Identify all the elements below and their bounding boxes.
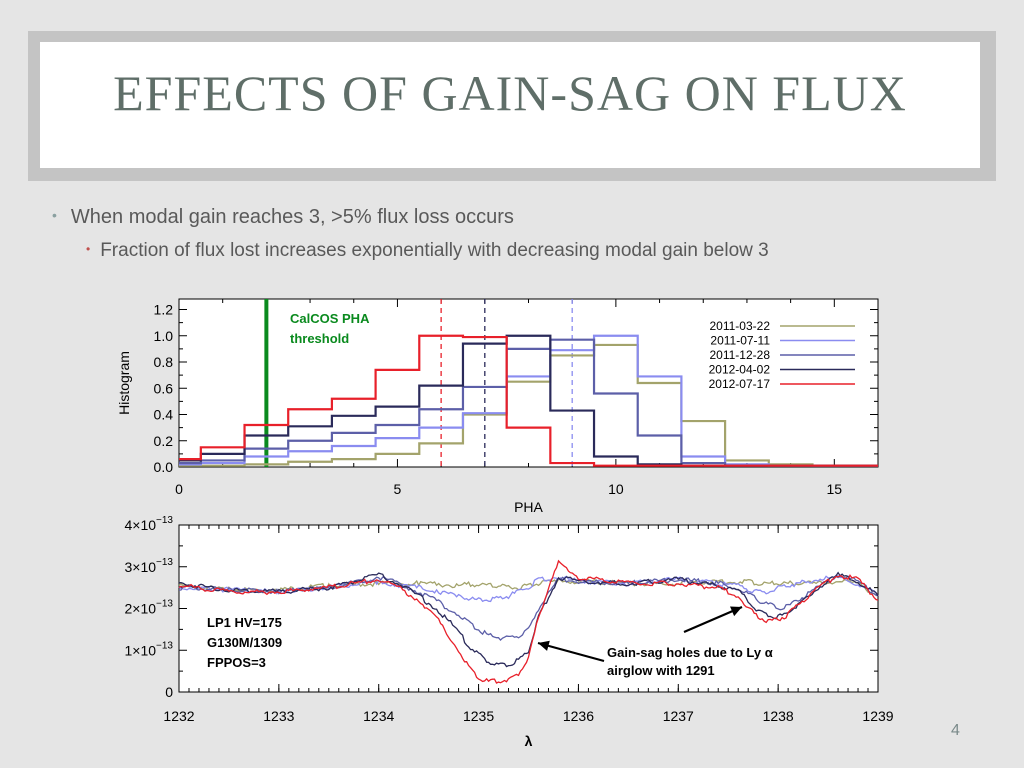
flux-y-tick-exponent: −13 (156, 515, 173, 526)
histogram-y-axis-label: Histogram (116, 351, 132, 415)
histogram-y-tick-label: 0.8 (154, 354, 174, 370)
histogram-y-tick-label: 0.2 (154, 433, 174, 449)
legend-label-2012-07-17: 2012-07-17 (709, 377, 771, 391)
observation-info-line: FPPOS=3 (207, 655, 266, 670)
annotation-arrow-right-head (730, 606, 742, 617)
flux-x-tick-label: 1235 (463, 708, 494, 724)
gain-sag-annotation-line: airglow with 1291 (607, 663, 715, 678)
histogram-x-tick-label: 15 (827, 481, 843, 497)
flux-y-tick-label: 0 (165, 684, 173, 700)
flux-y-tick-label: 3×10−13 (124, 557, 173, 575)
histogram-x-tick-label: 0 (175, 481, 183, 497)
histogram-y-tick-label: 1.2 (154, 302, 174, 318)
flux-y-tick-exponent: −13 (156, 599, 173, 610)
threshold-annotation-line1: CalCOS PHA (290, 311, 370, 326)
bullet-dot-icon: • (86, 242, 91, 256)
histogram-y-tick-label: 0.4 (154, 407, 174, 423)
histogram-plot-frame (178, 298, 879, 468)
bullet-dot-icon: • (52, 207, 57, 223)
flux-y-tick-label: 4×10−13 (124, 515, 173, 533)
flux-x-tick-label: 1239 (862, 708, 893, 724)
flux-x-tick-label: 1237 (663, 708, 694, 724)
histogram-x-tick-label: 5 (394, 481, 402, 497)
flux-x-tick-label: 1233 (263, 708, 294, 724)
flux-x-tick-label: 1232 (163, 708, 194, 724)
flux-plot-frame (178, 524, 879, 693)
bullet-2-text: Fraction of flux lost increases exponent… (100, 240, 769, 261)
slide-title: EFFECTS OF GAIN-SAG ON FLUX (113, 65, 907, 121)
flux-x-tick-label: 1236 (563, 708, 594, 724)
histogram-series-2012-07-17 (179, 334, 878, 467)
gain-sag-annotation-line: Gain-sag holes due to Ly α (607, 645, 773, 660)
observation-info-line: G130M/1309 (207, 635, 282, 650)
title-box (40, 42, 980, 168)
flux-y-tick-label: 2×10−13 (124, 599, 173, 617)
annotation-arrow-left-head (538, 640, 550, 651)
histogram-y-tick-label: 0.0 (154, 459, 174, 475)
bullet-level-2: • Fraction of flux lost increases exponen… (86, 240, 769, 262)
legend-label-2012-04-02: 2012-04-02 (709, 363, 771, 377)
flux-y-tick-exponent: −13 (156, 640, 173, 651)
bullet-1-text: When modal gain reaches 3, >5% flux loss… (70, 206, 514, 228)
observation-info-line: LP1 HV=175 (207, 615, 282, 630)
flux-x-tick-label: 1238 (763, 708, 794, 724)
flux-y-tick-exponent: −13 (156, 557, 173, 568)
flux-x-tick-label: 1234 (363, 708, 394, 724)
histogram-series-2011-03-22 (179, 343, 878, 467)
legend-label-2011-03-22: 2011-03-22 (710, 319, 771, 333)
histogram-x-axis-label: PHA (514, 499, 543, 515)
flux-y-tick-label: 1×10−13 (124, 640, 173, 658)
flux-x-axis-label: λ (525, 733, 533, 749)
histogram-x-tick-label: 10 (608, 481, 624, 497)
flux-series-2012-07-17 (178, 559, 879, 684)
flux-series-2012-04-02 (178, 571, 879, 668)
histogram-y-tick-label: 0.6 (154, 380, 174, 396)
histogram-y-tick-label: 1.0 (154, 328, 174, 344)
bullet-level-1: • When modal gain reaches 3, >5% flux los… (52, 206, 514, 229)
threshold-annotation-line2: threshold (290, 331, 349, 346)
page-number: 4 (951, 722, 960, 739)
legend-label-2011-12-28: 2011-12-28 (710, 348, 771, 362)
annotation-arrow-left (537, 641, 605, 663)
legend-label-2011-07-11: 2011-07-11 (710, 334, 770, 348)
